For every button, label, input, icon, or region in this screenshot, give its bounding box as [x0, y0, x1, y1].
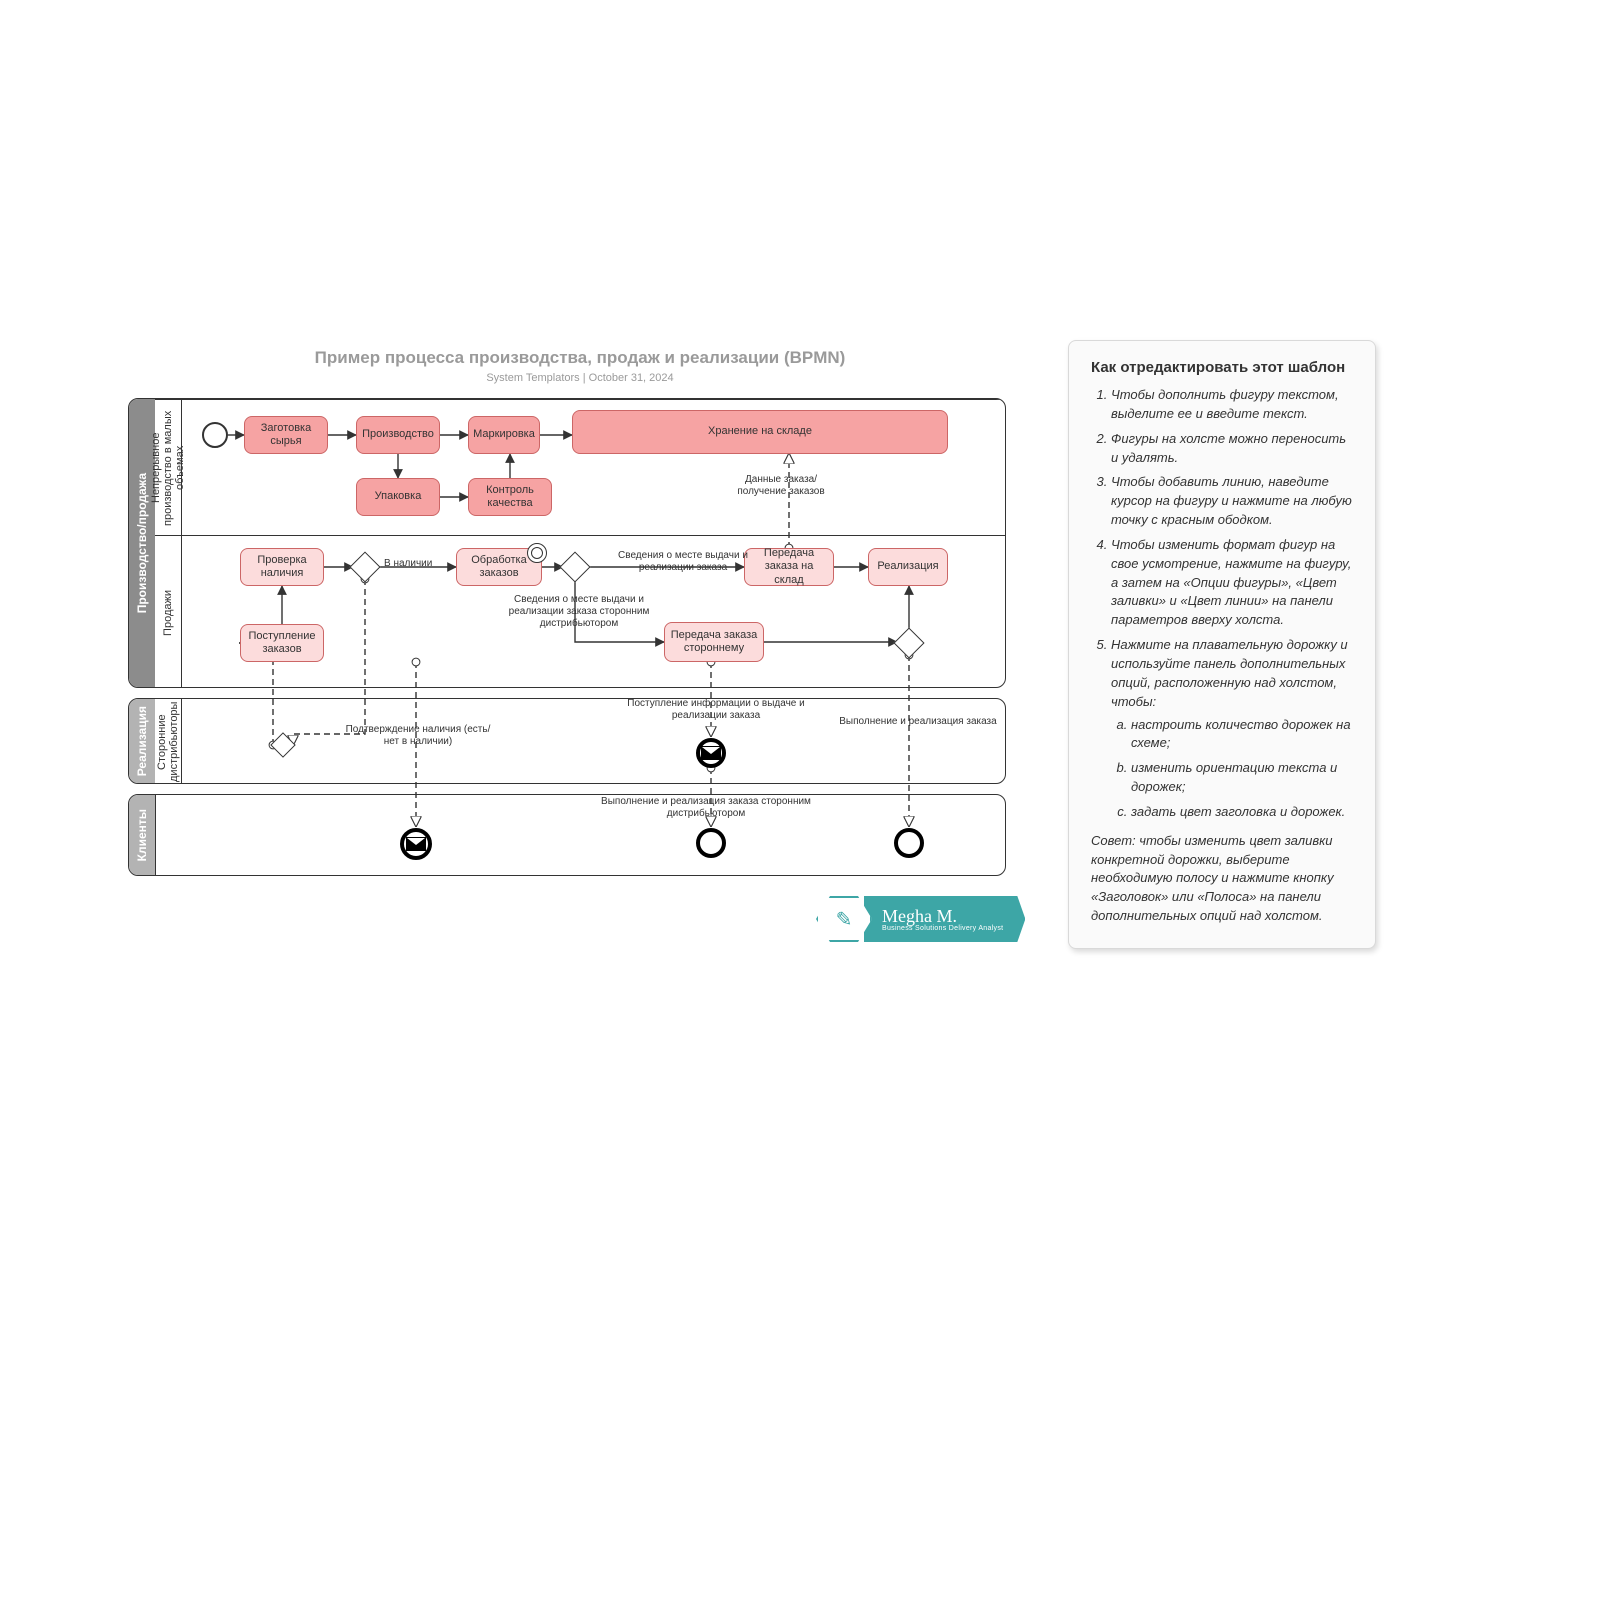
task-quality-control[interactable]: Контроль качества — [468, 478, 552, 516]
title-block: Пример процесса производства, продаж и р… — [300, 348, 860, 384]
label-exec-external: Выполнение и реализация заказа сторонним… — [596, 796, 816, 820]
panel-subitem: задать цвет заголовка и дорожек. — [1131, 803, 1353, 822]
envelope-icon — [406, 837, 426, 851]
task-process-orders[interactable]: Обработка заказов — [456, 548, 542, 586]
task-send-to-external[interactable]: Передача заказа стороннему — [664, 622, 764, 662]
panel-sublist: настроить количество дорожек на схеме; и… — [1131, 716, 1353, 822]
label-delivery-info-1: Сведения о месте выдачи и реализации зак… — [608, 550, 758, 574]
envelope-icon — [701, 746, 721, 760]
panel-subitem: настроить количество дорожек на схеме; — [1131, 716, 1353, 754]
task-fulfilment[interactable]: Реализация — [868, 548, 948, 586]
message-event-distributor[interactable] — [696, 738, 726, 768]
canvas: Пример процесса производства, продаж и р… — [0, 0, 1600, 1600]
task-marking[interactable]: Маркировка — [468, 416, 540, 454]
panel-title: Как отредактировать этот шаблон — [1091, 359, 1353, 376]
panel-item: Чтобы изменить формат фигур на свое усмо… — [1111, 536, 1353, 630]
task-warehouse-storage[interactable]: Хранение на складе — [572, 410, 948, 454]
task-production[interactable]: Производство — [356, 416, 440, 454]
timer-icon — [527, 543, 547, 563]
label-receive-info: Поступление информации о выдаче и реализ… — [626, 698, 806, 722]
panel-item: Чтобы дополнить фигуру текстом, выделите… — [1111, 386, 1353, 424]
label-delivery-info-2: Сведения о месте выдачи и реализации зак… — [494, 594, 664, 630]
pool-header-clients: Клиенты — [129, 795, 156, 875]
badge-role: Business Solutions Delivery Analyst — [882, 925, 1003, 932]
panel-item: Чтобы добавить линию, наведите курсор на… — [1111, 473, 1353, 530]
task-packaging[interactable]: Упаковка — [356, 478, 440, 516]
task-receive-orders[interactable]: Поступление заказов — [240, 624, 324, 662]
end-event-client-3[interactable] — [894, 828, 924, 858]
bpmn-diagram: Производство/продажа Непрерывное произво… — [128, 398, 1006, 888]
start-event[interactable] — [202, 422, 228, 448]
panel-list: Чтобы дополнить фигуру текстом, выделите… — [1111, 386, 1353, 822]
instruction-panel: Как отредактировать этот шаблон Чтобы до… — [1068, 340, 1376, 949]
end-event-client-1[interactable] — [400, 828, 432, 860]
badge-name: Megha M. — [882, 907, 1003, 925]
task-check-availability[interactable]: Проверка наличия — [240, 548, 324, 586]
label-in-stock: В наличии — [384, 558, 454, 570]
panel-tip: Совет: чтобы изменить цвет заливки конкр… — [1091, 832, 1353, 926]
badge-ribbon: Megha M. Business Solutions Delivery Ana… — [864, 896, 1025, 942]
lane-header-continuous-production: Непрерывное производство в малых объемах — [155, 400, 182, 536]
diagram-title: Пример процесса производства, продаж и р… — [300, 348, 860, 368]
author-badge: ✎ Megha M. Business Solutions Delivery A… — [816, 896, 1025, 942]
end-event-client-2[interactable] — [696, 828, 726, 858]
lane-header-sales: Продажи — [155, 536, 182, 688]
label-exec-order: Выполнение и реализация заказа — [838, 716, 998, 728]
label-order-data: Данные заказа/ получение заказов — [716, 474, 846, 498]
label-confirm-availability: Подтверждение наличия (есть/нет в наличи… — [338, 724, 498, 748]
lane-header-distributors: Сторонние дистрибьюторы — [155, 699, 182, 784]
pool-header-fulfilment: Реализация — [129, 699, 156, 783]
diagram-subtitle: System Templators | October 31, 2024 — [300, 372, 860, 384]
task-raw-materials[interactable]: Заготовка сырья — [244, 416, 328, 454]
badge-hex-icon: ✎ — [816, 896, 872, 942]
panel-item: Нажмите на плавательную дорожку и исполь… — [1111, 636, 1353, 822]
panel-item: Фигуры на холсте можно переносить и удал… — [1111, 430, 1353, 468]
panel-subitem: изменить ориентацию текста и дорожек; — [1131, 759, 1353, 797]
pool-clients[interactable]: Клиенты — [128, 794, 1006, 876]
pool-fulfilment[interactable]: Реализация Сторонние дистрибьюторы — [128, 698, 1006, 784]
